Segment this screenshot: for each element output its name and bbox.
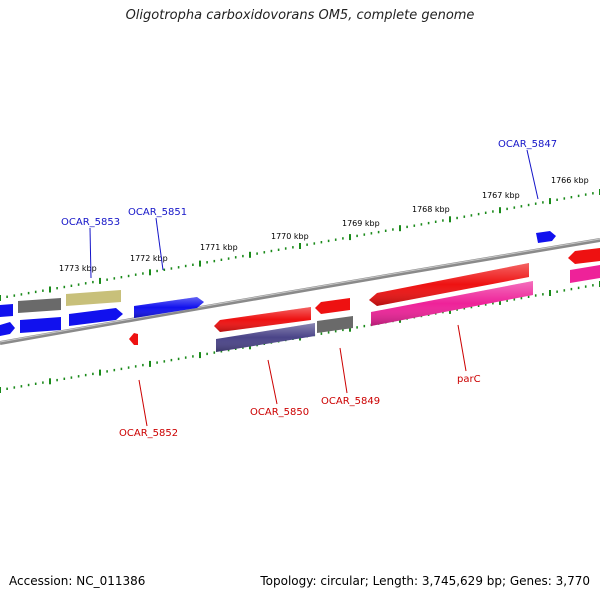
accession-text: Accession: NC_011386 — [9, 574, 146, 588]
leader-ocar-5850 — [267, 359, 278, 405]
ruler-label-1768: 1768 kbp — [412, 205, 450, 214]
leader-ocar-5853 — [89, 227, 92, 279]
leader-parc — [457, 324, 467, 372]
gene-label-ocar-5849[interactable]: OCAR_5849 — [321, 396, 380, 407]
ruler-label-1766: 1766 kbp — [551, 176, 589, 185]
gene-arrow-plus-left-edge[interactable] — [0, 304, 13, 317]
gene-arrow-lower-left-edge[interactable] — [0, 322, 15, 336]
gene-arrow-ocar-5847[interactable] — [536, 231, 556, 243]
genome-backbone — [0, 238, 600, 345]
map-title: Oligotropha carboxidovorans OM5, complet… — [125, 8, 475, 23]
genome-summary-text: Topology: circular; Length: 3,745,629 bp… — [260, 574, 590, 588]
outer-ruler-ticks — [0, 189, 600, 301]
gene-arrow-plus-grey[interactable] — [18, 298, 61, 313]
gene-label-ocar-5853[interactable]: OCAR_5853 — [61, 217, 120, 228]
gene-arrow-ocar-5853[interactable] — [66, 290, 121, 306]
gene-label-ocar-5847[interactable]: OCAR_5847 — [498, 139, 557, 150]
gene-arrow-lower-blue-1[interactable] — [20, 317, 61, 333]
ruler-label-1773: 1773 kbp — [59, 264, 97, 273]
leader-ocar-5851 — [155, 217, 164, 271]
ruler-label-1772: 1772 kbp — [130, 254, 168, 263]
ruler-label-1769: 1769 kbp — [342, 219, 380, 228]
ruler-label-1771: 1771 kbp — [200, 243, 238, 252]
gene-shading — [134, 263, 533, 352]
gene-arrow-plus-right-edge[interactable] — [568, 248, 600, 264]
gene-label-parc[interactable]: parC — [457, 374, 481, 385]
gene-label-ocar-5852[interactable]: OCAR_5852 — [119, 428, 178, 439]
ruler-label-1767: 1767 kbp — [482, 191, 520, 200]
ruler-label-1770: 1770 kbp — [271, 232, 309, 241]
leader-ocar-5852 — [138, 379, 148, 427]
gene-arrow-lower-blue-2[interactable] — [69, 308, 123, 326]
label-leaders — [89, 149, 539, 427]
gene-label-ocar-5851[interactable]: OCAR_5851 — [128, 207, 187, 218]
gene-arrow-magenta-right-edge[interactable] — [570, 265, 600, 283]
gene-label-ocar-5850[interactable]: OCAR_5850 — [250, 407, 309, 418]
gene-arrow-ocar-5849-red[interactable] — [315, 298, 350, 314]
gene-arrow-ocar-5849[interactable] — [317, 316, 353, 333]
leader-ocar-5847 — [526, 149, 539, 200]
leader-ocar-5849 — [339, 347, 348, 394]
genome-backbone-highlight — [0, 238, 600, 343]
gene-arrow-ocar-5852[interactable] — [129, 333, 138, 345]
